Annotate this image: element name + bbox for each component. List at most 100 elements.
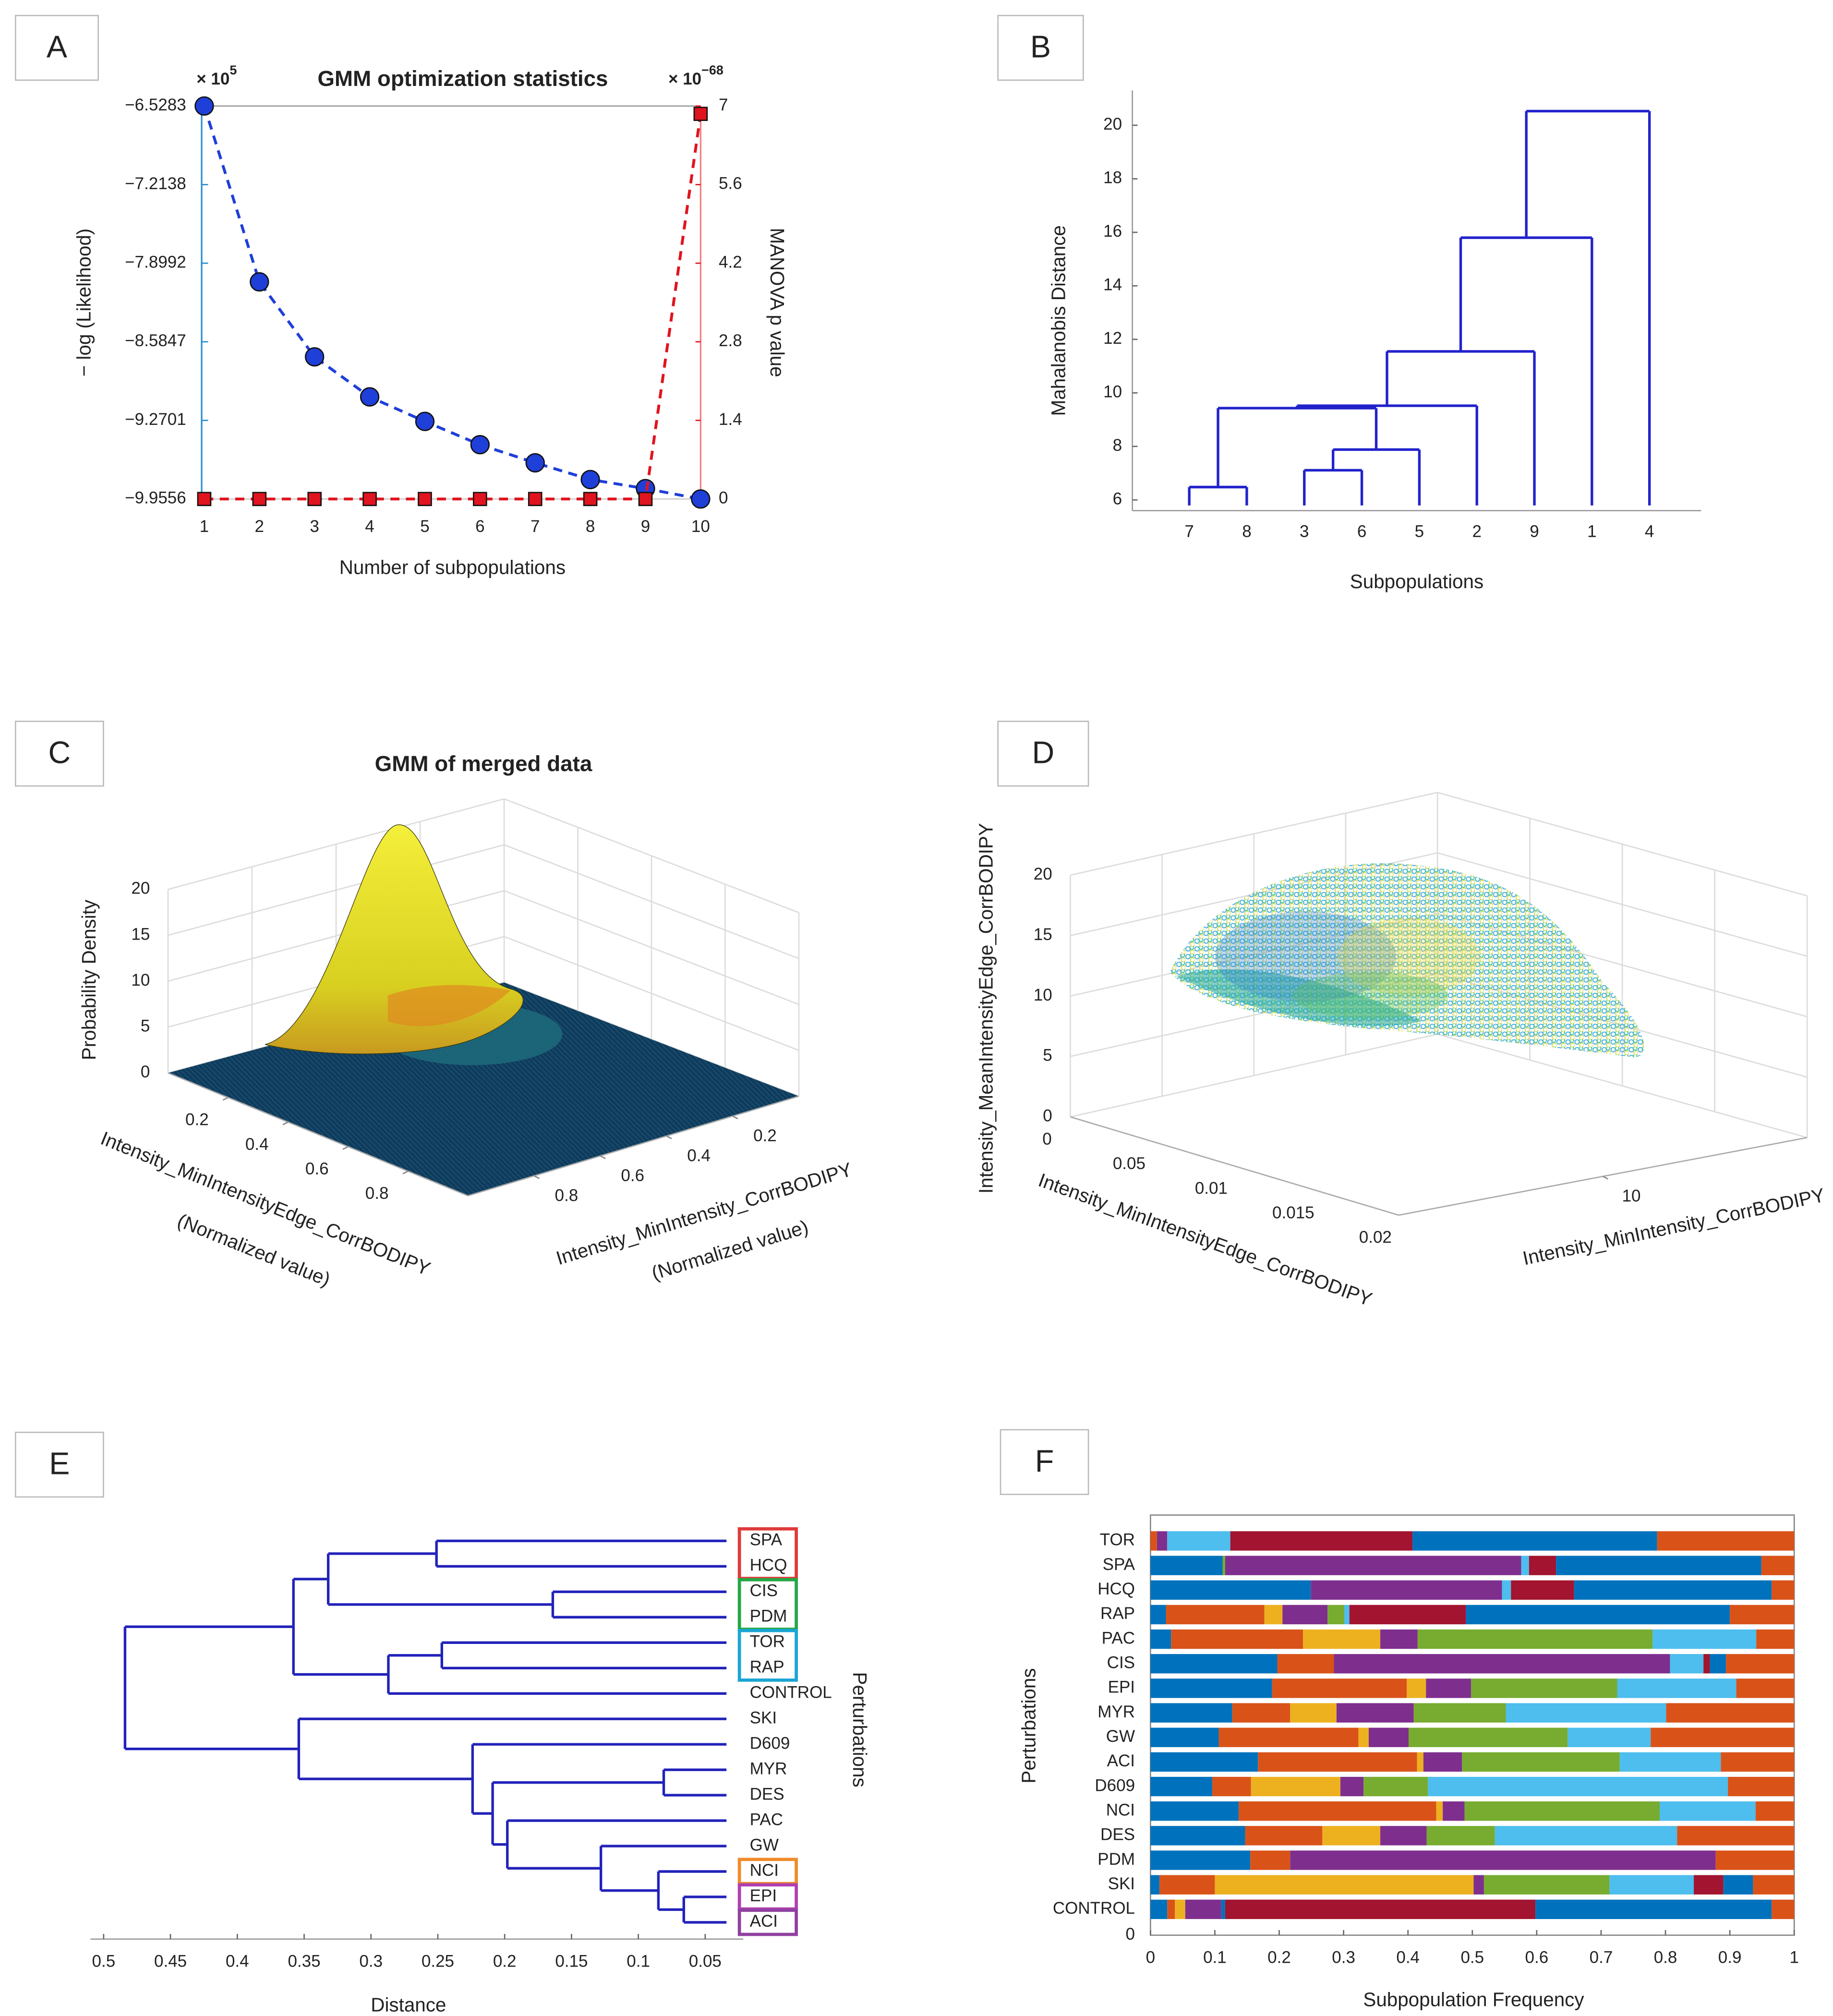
y-tick-label: 0.2 xyxy=(753,1126,777,1145)
bar-segment xyxy=(1652,1629,1757,1649)
leaf-label: D609 xyxy=(750,1734,790,1752)
point-marker xyxy=(528,492,543,507)
bar-segment xyxy=(1772,1580,1795,1600)
y-tick-label: 12 xyxy=(1103,329,1122,348)
y-tick-label: ACI xyxy=(1107,1751,1135,1770)
point-marker xyxy=(360,387,380,407)
bar-segment xyxy=(1159,1875,1215,1895)
bar-segment xyxy=(1428,1776,1728,1797)
line-series xyxy=(203,105,701,501)
y-tick-label: D609 xyxy=(1095,1776,1135,1795)
z-tick-label: 5 xyxy=(1043,1046,1052,1065)
bar-segment xyxy=(1251,1776,1340,1797)
point-cloud xyxy=(1170,863,1644,1058)
bar-segment xyxy=(1407,1678,1426,1698)
panel-label-box xyxy=(14,721,104,787)
x-tick-label: 0.4 xyxy=(245,1135,269,1154)
x-tick-label: 10 xyxy=(691,517,710,536)
grid-line xyxy=(1070,792,1808,897)
bar-segment xyxy=(1336,1703,1414,1723)
bar-segment xyxy=(1417,1629,1653,1649)
y-tick-label: −7.8992 xyxy=(125,253,186,271)
leaf-label: 7 xyxy=(1184,522,1194,541)
x-tick-label: 0.1 xyxy=(627,1952,650,1971)
y-multiplier: × 105 xyxy=(196,63,237,88)
y-tick xyxy=(1603,1175,1609,1180)
bar-segment xyxy=(1340,1776,1364,1797)
bar-segment xyxy=(1651,1727,1795,1747)
x-tick-label: 0.02 xyxy=(1359,1228,1392,1247)
bar-segment xyxy=(1185,1899,1221,1919)
x-tick-label: 8 xyxy=(586,517,595,536)
bar-segment xyxy=(1171,1629,1303,1649)
z-axis-label: Intensity_MeanIntensityEdge_CorrBODIPY xyxy=(975,823,997,1194)
z-tick-label: 10 xyxy=(131,971,150,990)
x-tick-label: 0.15 xyxy=(555,1952,588,1971)
leaf-label: EPI xyxy=(750,1886,777,1905)
grid-line xyxy=(168,890,799,1005)
bar-segment xyxy=(1290,1703,1337,1723)
bar-segment xyxy=(1150,1703,1232,1723)
bar-segment xyxy=(1710,1654,1726,1674)
bar-segment xyxy=(1175,1899,1185,1919)
bar-segment xyxy=(1150,1678,1272,1698)
y2-tick-label: 2.8 xyxy=(719,331,742,350)
bar-segment xyxy=(1150,1752,1258,1772)
x-tick-label: 3 xyxy=(310,517,319,536)
y-tick-label: 6 xyxy=(1113,490,1122,508)
bar-segment xyxy=(1327,1605,1344,1625)
y-axis-label: Intensity_MinIntensity_CorrBODIPY xyxy=(1520,1183,1826,1269)
bar-segment xyxy=(1245,1826,1323,1846)
bar-segment xyxy=(1239,1801,1436,1821)
point-marker xyxy=(362,492,377,507)
point-marker xyxy=(304,347,325,367)
leaf-label: 6 xyxy=(1357,522,1366,541)
bar-segment xyxy=(1483,1875,1610,1895)
x-tick xyxy=(282,1121,289,1125)
panel-label-box xyxy=(14,1431,104,1498)
bar-segment xyxy=(1715,1850,1795,1870)
x-axis-label: Distance xyxy=(371,1993,446,2016)
y-tick xyxy=(600,1155,606,1159)
leaf-label: 4 xyxy=(1645,522,1654,541)
x-tick xyxy=(342,1146,349,1150)
bar-segment xyxy=(1412,1531,1657,1551)
z-tick-label: 20 xyxy=(131,879,150,898)
bar-segment xyxy=(1426,1826,1495,1846)
x-axis-label: Number of subpopulations xyxy=(339,556,566,578)
leaf-label: 5 xyxy=(1415,522,1424,541)
leaf-label: 1 xyxy=(1587,522,1596,541)
y-tick-label: 0.4 xyxy=(687,1147,711,1165)
leaf-label: TOR xyxy=(750,1632,785,1651)
x-tick-label: 0.2 xyxy=(1267,1948,1291,1967)
bar-segment xyxy=(1772,1899,1795,1919)
point-marker xyxy=(250,272,269,292)
leaf-label: CONTROL xyxy=(750,1683,832,1702)
y-tick-label: 10 xyxy=(1103,383,1122,401)
x-tick-label: 0.6 xyxy=(1525,1948,1549,1967)
bar-segment xyxy=(1511,1580,1574,1600)
z-tick-label: 5 xyxy=(141,1016,150,1035)
panel-label: B xyxy=(1030,29,1051,64)
z-tick-label: 0 xyxy=(141,1062,150,1081)
x-tick-label: 0.8 xyxy=(365,1184,389,1203)
x-tick-label: 7 xyxy=(531,517,540,536)
point-marker xyxy=(194,96,214,116)
z-tick-label: 0 xyxy=(1043,1107,1052,1125)
x-tick-label: 0.35 xyxy=(288,1952,320,1971)
y2-axis-label: MANOVA p value xyxy=(766,228,788,377)
point-marker xyxy=(252,492,267,507)
bar-segment xyxy=(1409,1727,1568,1747)
leaf-label: 2 xyxy=(1472,522,1481,541)
leaf-label: RAP xyxy=(750,1658,784,1677)
y-tick-label: HCQ xyxy=(1097,1580,1135,1598)
x-axis-label: Subpopulation Frequency xyxy=(1363,1989,1584,2011)
y-tick xyxy=(533,1175,540,1179)
bar-segment xyxy=(1568,1727,1651,1747)
y-tick-label: 16 xyxy=(1103,222,1122,241)
floor-edge xyxy=(1070,1116,1399,1216)
y-axis-label: − log (Likelihood) xyxy=(72,229,95,377)
bar-segment xyxy=(1657,1531,1795,1551)
